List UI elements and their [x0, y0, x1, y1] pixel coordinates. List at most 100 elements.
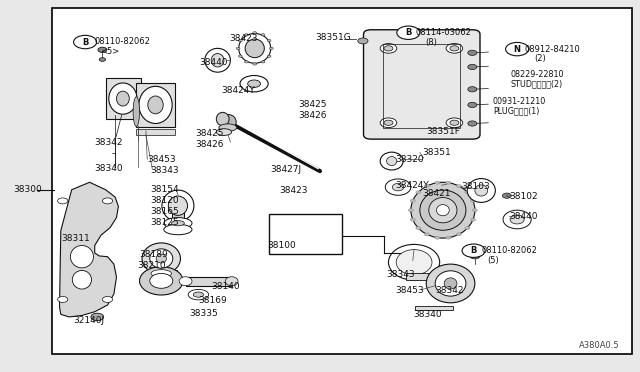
Circle shape [74, 35, 97, 49]
Text: 38426: 38426 [195, 140, 224, 149]
Circle shape [424, 233, 429, 236]
Text: (2): (2) [534, 54, 545, 63]
Ellipse shape [392, 183, 404, 191]
Circle shape [238, 39, 242, 42]
Circle shape [446, 118, 463, 128]
Circle shape [244, 61, 248, 63]
Ellipse shape [216, 129, 232, 135]
Text: 38343: 38343 [150, 166, 179, 174]
Text: (5): (5) [488, 256, 499, 265]
Text: 38342: 38342 [435, 286, 464, 295]
Circle shape [238, 55, 242, 57]
Bar [146, 270, 177, 277]
Ellipse shape [240, 76, 268, 92]
Text: 38340: 38340 [95, 164, 124, 173]
Bar [415, 306, 453, 310]
Ellipse shape [436, 205, 449, 216]
Bar [136, 83, 175, 127]
Bar [269, 214, 342, 254]
Bar [383, 44, 460, 128]
Text: 38300: 38300 [13, 185, 42, 194]
Circle shape [424, 185, 429, 187]
Text: B: B [405, 28, 412, 37]
Circle shape [261, 61, 265, 63]
Ellipse shape [467, 179, 495, 202]
Ellipse shape [420, 190, 466, 230]
Circle shape [410, 218, 415, 221]
Ellipse shape [116, 91, 129, 106]
Text: (8): (8) [425, 38, 437, 47]
Text: 38427J: 38427J [270, 165, 301, 174]
Circle shape [435, 236, 440, 239]
Ellipse shape [245, 39, 264, 58]
Ellipse shape [142, 243, 180, 274]
Text: 32140J: 32140J [74, 316, 105, 325]
Ellipse shape [411, 182, 475, 238]
Ellipse shape [426, 264, 475, 303]
Ellipse shape [140, 267, 183, 295]
Text: 38102: 38102 [509, 192, 538, 201]
Circle shape [358, 38, 368, 44]
FancyBboxPatch shape [364, 30, 480, 139]
Text: 38453: 38453 [396, 286, 424, 295]
Text: 00931-21210: 00931-21210 [493, 97, 546, 106]
Bar [106, 78, 141, 119]
Text: 38335: 38335 [189, 309, 218, 318]
Circle shape [416, 227, 421, 230]
Text: PLUGプラグ(1): PLUGプラグ(1) [493, 106, 539, 115]
Ellipse shape [239, 33, 271, 63]
Text: 38425: 38425 [298, 100, 327, 109]
Circle shape [58, 198, 68, 204]
Ellipse shape [429, 198, 457, 223]
Circle shape [472, 209, 477, 212]
Circle shape [468, 102, 477, 108]
Ellipse shape [162, 190, 194, 221]
Text: 38440: 38440 [509, 212, 538, 221]
Circle shape [244, 34, 248, 36]
Ellipse shape [172, 221, 184, 226]
Ellipse shape [221, 115, 236, 129]
Ellipse shape [150, 249, 173, 268]
Circle shape [384, 46, 393, 51]
Circle shape [450, 120, 459, 125]
Text: A380A0.5: A380A0.5 [579, 341, 620, 350]
Text: 38424Y: 38424Y [221, 86, 255, 94]
Circle shape [397, 26, 420, 39]
Bar [406, 273, 458, 280]
Circle shape [468, 50, 477, 55]
Circle shape [465, 227, 470, 230]
Ellipse shape [164, 218, 192, 229]
Ellipse shape [510, 215, 524, 224]
Text: 38453: 38453 [147, 155, 176, 164]
Ellipse shape [109, 83, 137, 114]
Circle shape [269, 47, 273, 49]
Ellipse shape [205, 48, 230, 72]
Text: 38154: 38154 [150, 185, 179, 194]
Text: 38140: 38140 [211, 282, 240, 291]
Ellipse shape [396, 250, 432, 275]
Text: 38189: 38189 [140, 250, 168, 259]
Text: 08110-82062: 08110-82062 [95, 37, 150, 46]
Circle shape [268, 55, 271, 57]
Text: 38351G: 38351G [315, 33, 351, 42]
Text: 38423: 38423 [229, 34, 258, 43]
Circle shape [470, 253, 480, 259]
Circle shape [380, 44, 397, 53]
Ellipse shape [225, 277, 238, 286]
Text: 38210: 38210 [138, 262, 166, 270]
Circle shape [462, 244, 485, 257]
Circle shape [98, 47, 107, 52]
Circle shape [261, 34, 265, 36]
Bar [186, 277, 232, 286]
Text: 38165: 38165 [150, 207, 179, 216]
Text: 38421: 38421 [422, 189, 451, 198]
Bar [136, 129, 175, 135]
Circle shape [102, 198, 113, 204]
Circle shape [408, 209, 413, 212]
Text: 38424Y: 38424Y [396, 182, 429, 190]
Text: 38343: 38343 [386, 270, 415, 279]
Ellipse shape [216, 112, 229, 126]
Ellipse shape [219, 124, 237, 131]
Circle shape [410, 199, 415, 202]
Ellipse shape [444, 278, 457, 289]
